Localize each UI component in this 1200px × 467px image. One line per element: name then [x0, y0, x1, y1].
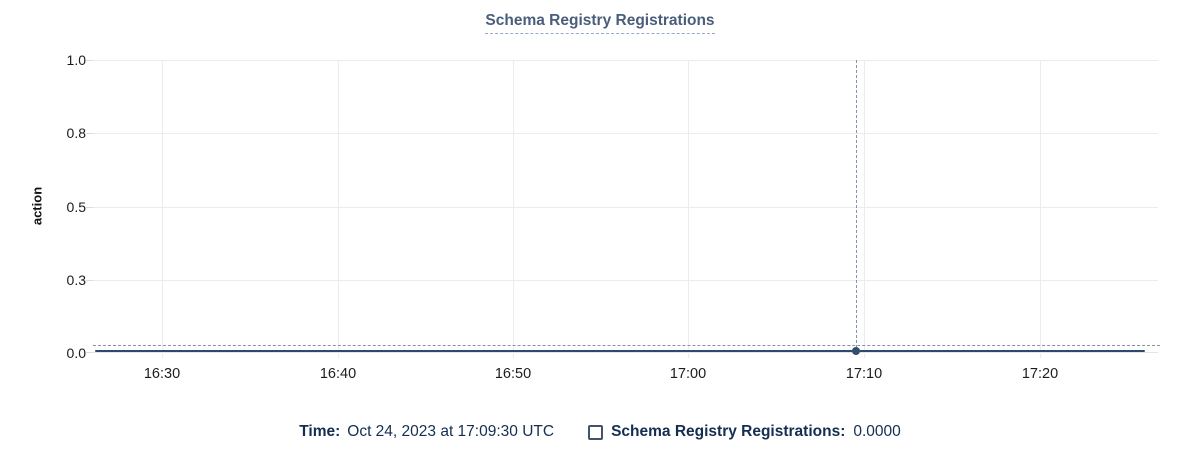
x-tick-label: 17:00 [669, 366, 707, 382]
v-gridline [688, 60, 689, 358]
v-gridline [864, 60, 865, 358]
x-tick-label: 17:20 [1021, 366, 1059, 382]
h-gridline [93, 60, 1158, 61]
hovered-data-point [852, 347, 860, 355]
x-tick-label: 16:30 [143, 366, 181, 382]
y-tick-mark [86, 207, 93, 208]
legend-time-value: Oct 24, 2023 at 17:09:30 UTC [347, 423, 555, 440]
hover-legend-row: Time: Oct 24, 2023 at 17:09:30 UTC Schem… [0, 423, 1200, 441]
y-tick-label: 0.3 [66, 272, 86, 288]
h-gridline [93, 207, 1158, 208]
h-gridline [93, 280, 1158, 281]
y-tick-mark [86, 352, 93, 353]
v-gridline [338, 60, 339, 358]
legend-series-value: 0.0000 [853, 423, 901, 440]
y-tick-label: 0.8 [66, 125, 86, 141]
y-tick-mark [86, 60, 93, 61]
v-gridline [513, 60, 514, 358]
h-gridline [93, 133, 1158, 134]
v-gridline [162, 60, 163, 358]
chart-title[interactable]: Schema Registry Registrations [485, 12, 715, 34]
y-tick-mark [86, 280, 93, 281]
crosshair-horizontal-line [93, 345, 1160, 346]
legend-series-checkbox[interactable] [588, 424, 604, 440]
y-tick-mark [86, 133, 93, 134]
legend-time-label: Time: [299, 423, 341, 440]
x-tick-label: 16:50 [494, 366, 532, 382]
series-line-schema-registry-registrations [95, 350, 1145, 352]
plot-area[interactable] [86, 60, 1160, 358]
y-tick-label: 0.0 [66, 345, 86, 361]
y-tick-label: 0.5 [66, 199, 86, 215]
legend-series-label[interactable]: Schema Registry Registrations: [611, 423, 846, 440]
chart-title-wrap: Schema Registry Registrations [0, 12, 1200, 34]
x-axis-baseline [93, 352, 1158, 353]
x-tick-label: 16:40 [319, 366, 357, 382]
crosshair-vertical-line [856, 60, 857, 353]
y-tick-label: 1.0 [66, 52, 86, 68]
x-tick-label: 17:10 [845, 366, 883, 382]
v-gridline [1040, 60, 1041, 358]
